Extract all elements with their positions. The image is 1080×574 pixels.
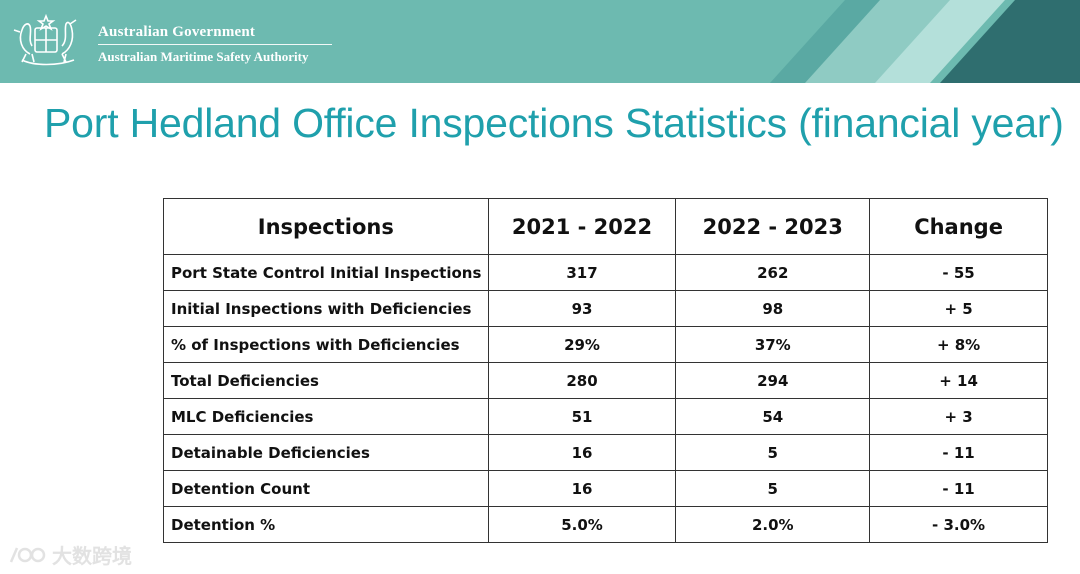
value-change: - 55 — [869, 254, 1048, 291]
slide-title: Port Hedland Office Inspections Statisti… — [44, 100, 1064, 146]
header-banner: Australian Government Australian Maritim… — [0, 0, 1080, 83]
row-label: MLC Deficiencies — [163, 398, 489, 435]
value-2021-2022: 280 — [487, 362, 677, 399]
value-2022-2023: 5 — [675, 470, 871, 507]
value-change: + 3 — [869, 398, 1048, 435]
value-2021-2022: 16 — [487, 470, 677, 507]
value-2022-2023: 54 — [675, 398, 871, 435]
value-2021-2022: 51 — [487, 398, 677, 435]
stripe-light — [805, 0, 960, 83]
row-label: Detainable Deficiencies — [163, 434, 489, 471]
value-2021-2022: 16 — [487, 434, 677, 471]
header-fy-2022-2023: 2022 - 2023 — [675, 198, 871, 255]
branding-divider — [98, 44, 332, 45]
table-row: Port State Control Initial Inspections 3… — [163, 254, 1048, 291]
table-row: Total Deficiencies 280 294 + 14 — [163, 362, 1048, 399]
value-2022-2023: 262 — [675, 254, 871, 291]
value-2022-2023: 37% — [675, 326, 871, 363]
value-2021-2022: 5.0% — [487, 506, 677, 543]
table-row: Detention % 5.0% 2.0% - 3.0% — [163, 506, 1048, 543]
row-label: Initial Inspections with Deficiencies — [163, 290, 489, 327]
value-change: + 5 — [869, 290, 1048, 327]
value-change: - 3.0% — [869, 506, 1048, 543]
table-row: Initial Inspections with Deficiencies 93… — [163, 290, 1048, 327]
value-change: + 14 — [869, 362, 1048, 399]
value-2022-2023: 294 — [675, 362, 871, 399]
watermark: 大数跨境 — [8, 540, 132, 569]
value-change: - 11 — [869, 470, 1048, 507]
value-change: - 11 — [869, 434, 1048, 471]
table-row: Detention Count 16 5 - 11 — [163, 470, 1048, 507]
value-2022-2023: 2.0% — [675, 506, 871, 543]
row-label: Total Deficiencies — [163, 362, 489, 399]
header-fy-2021-2022: 2021 - 2022 — [487, 198, 677, 255]
value-2022-2023: 98 — [675, 290, 871, 327]
coat-of-arms-icon — [13, 13, 77, 66]
agency-name: Australian Maritime Safety Authority — [98, 49, 309, 64]
table-row: MLC Deficiencies 51 54 + 3 — [163, 398, 1048, 435]
government-name: Australian Government — [98, 24, 256, 40]
stripe-pale — [875, 0, 1005, 83]
table-row: Detainable Deficiencies 16 5 - 11 — [163, 434, 1048, 471]
row-label: Detention Count — [163, 470, 489, 507]
header-inspections: Inspections — [163, 198, 489, 255]
row-label: Port State Control Initial Inspections — [163, 254, 489, 291]
value-2021-2022: 317 — [487, 254, 677, 291]
value-2021-2022: 93 — [487, 290, 677, 327]
value-2021-2022: 29% — [487, 326, 677, 363]
table-header-row: Inspections 2021 - 2022 2022 - 2023 Chan… — [163, 198, 1048, 255]
header-change: Change — [869, 198, 1048, 255]
statistics-table: Inspections 2021 - 2022 2022 - 2023 Chan… — [163, 198, 1048, 543]
value-2022-2023: 5 — [675, 434, 871, 471]
row-label: % of Inspections with Deficiencies — [163, 326, 489, 363]
table-row: % of Inspections with Deficiencies 29% 3… — [163, 326, 1048, 363]
logo-icon — [9, 547, 46, 562]
stripe-dark — [940, 0, 1080, 83]
government-branding: Australian Government Australian Maritim… — [98, 23, 332, 65]
banner-stripes — [770, 0, 1080, 83]
watermark-text: 大数跨境 — [52, 544, 132, 568]
row-label: Detention % — [163, 506, 489, 543]
value-change: + 8% — [869, 326, 1048, 363]
